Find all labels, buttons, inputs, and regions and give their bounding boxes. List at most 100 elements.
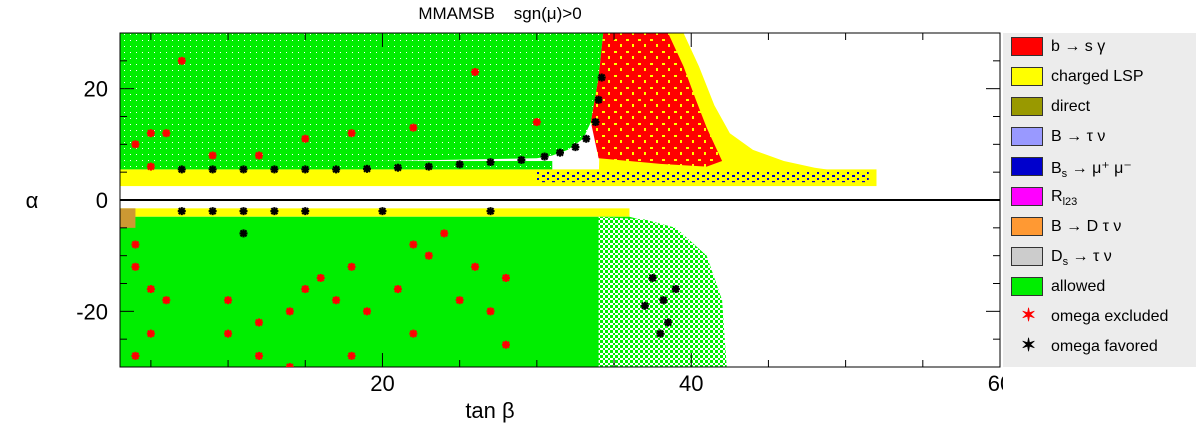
allowed-region-lower [120, 216, 723, 367]
omega-excluded-point [208, 151, 217, 160]
omega-excluded-point [177, 56, 186, 65]
y-tick-label: 0 [96, 188, 108, 213]
x-tick-label: 60 [988, 371, 1003, 396]
legend-label: direct [1051, 98, 1091, 115]
x-tick-label: 20 [370, 371, 394, 396]
legend-entry: charged LSP [1011, 65, 1196, 89]
omega-excluded-point [254, 351, 263, 360]
omega-excluded-point [486, 307, 495, 316]
marker-layer [131, 56, 680, 367]
legend-entry: Ds → τ ν [1011, 245, 1196, 269]
omega-favored-point [332, 165, 341, 174]
legend-marker-icon: ✶ [1021, 335, 1037, 355]
legend-entry: B → D τ ν [1011, 215, 1196, 239]
omega-favored-point [656, 329, 665, 338]
legend-label: Bs → μ⁺ μ⁻ [1051, 160, 1132, 181]
omega-excluded-point [285, 363, 294, 367]
omega-excluded-point [224, 329, 233, 338]
charged-lsp-strip-lower [120, 208, 630, 217]
omega-favored-point [571, 143, 580, 152]
x-tick-label: 40 [679, 371, 703, 396]
omega-favored-point [393, 163, 402, 172]
omega-favored-point [177, 207, 186, 216]
legend-swatch [1011, 187, 1043, 206]
omega-excluded-point [471, 67, 480, 76]
x-axis-label: tan β [465, 398, 514, 423]
legend-swatch [1011, 67, 1043, 86]
omega-favored-point [556, 148, 564, 157]
omega-favored-point [239, 207, 248, 216]
omega-favored-point [363, 164, 372, 173]
omega-favored-point [594, 95, 603, 104]
legend-entry: B → τ ν [1011, 125, 1196, 149]
legend-entry: allowed [1011, 275, 1196, 299]
axes-layer: 20 40 60 -20 0 20 [76, 32, 1003, 396]
omega-favored-point [378, 207, 387, 216]
omega-excluded-point [146, 162, 155, 171]
plot-area: 20 40 60 -20 0 20 tan β α [26, 32, 1003, 423]
omega-excluded-point [347, 262, 356, 271]
legend-label: charged LSP [1051, 68, 1144, 85]
omega-favored-point [270, 207, 279, 216]
omega-excluded-point [301, 285, 310, 294]
omega-excluded-point [409, 123, 418, 132]
omega-favored-point [208, 165, 217, 174]
region-layer [120, 33, 877, 367]
omega-excluded-point [224, 296, 233, 305]
omega-excluded-point [162, 129, 171, 138]
omega-excluded-point [131, 351, 140, 360]
omega-excluded-point [501, 273, 510, 282]
y-axis-label: α [26, 188, 39, 213]
omega-favored-point [486, 207, 495, 216]
omega-favored-point [270, 165, 279, 174]
omega-excluded-point [162, 296, 171, 305]
omega-favored-point [582, 134, 591, 143]
omega-excluded-point [455, 296, 464, 305]
omega-excluded-point [131, 240, 140, 249]
omega-excluded-point [131, 140, 140, 149]
legend-entry: Rl23 [1011, 185, 1196, 209]
omega-excluded-point [409, 240, 418, 249]
omega-excluded-point [146, 329, 155, 338]
legend-entry: b → s γ [1011, 35, 1196, 59]
allowed-region-upper [120, 33, 604, 162]
legend-entry: Bs → μ⁺ μ⁻ [1011, 155, 1196, 181]
omega-excluded-point [316, 273, 325, 282]
chart-title: MMAMSB sgn(μ)>0 [418, 4, 582, 23]
omega-favored-point [301, 165, 310, 174]
omega-excluded-point [347, 129, 356, 138]
legend-label: B → τ ν [1051, 128, 1106, 145]
omega-excluded-point [301, 134, 310, 143]
omega-excluded-point [471, 262, 480, 271]
omega-favored-point [208, 207, 217, 216]
omega-excluded-point [347, 351, 356, 360]
omega-excluded-point [424, 251, 433, 260]
legend-entry: ✶ omega excluded [1011, 305, 1196, 329]
omega-excluded-point [501, 340, 510, 349]
legend-entry: direct [1011, 95, 1196, 119]
omega-favored-point [671, 285, 680, 294]
omega-favored-point [455, 160, 464, 169]
omega-favored-point [648, 273, 657, 282]
legend-label: allowed [1051, 278, 1106, 295]
legend-swatch [1011, 127, 1043, 146]
omega-excluded-point [363, 307, 372, 316]
omega-favored-point [177, 165, 186, 174]
omega-excluded-point [393, 285, 402, 294]
direct-region [120, 208, 136, 228]
legend-label: b → s γ [1051, 38, 1106, 55]
y-tick-label: 20 [84, 77, 108, 102]
omega-favored-point [239, 165, 248, 174]
omega-excluded-point [146, 129, 155, 138]
omega-excluded-point [532, 118, 541, 127]
legend-label: omega excluded [1051, 308, 1169, 325]
omega-favored-point [486, 158, 495, 167]
omega-favored-point [664, 318, 673, 327]
omega-favored-point [591, 118, 600, 127]
bsgamma-region [590, 33, 723, 167]
omega-favored-point [424, 162, 433, 171]
legend-swatch [1011, 277, 1043, 296]
legend-marker-icon: ✶ [1021, 305, 1037, 325]
omega-favored-point [517, 155, 526, 164]
legend-swatch [1011, 37, 1043, 56]
